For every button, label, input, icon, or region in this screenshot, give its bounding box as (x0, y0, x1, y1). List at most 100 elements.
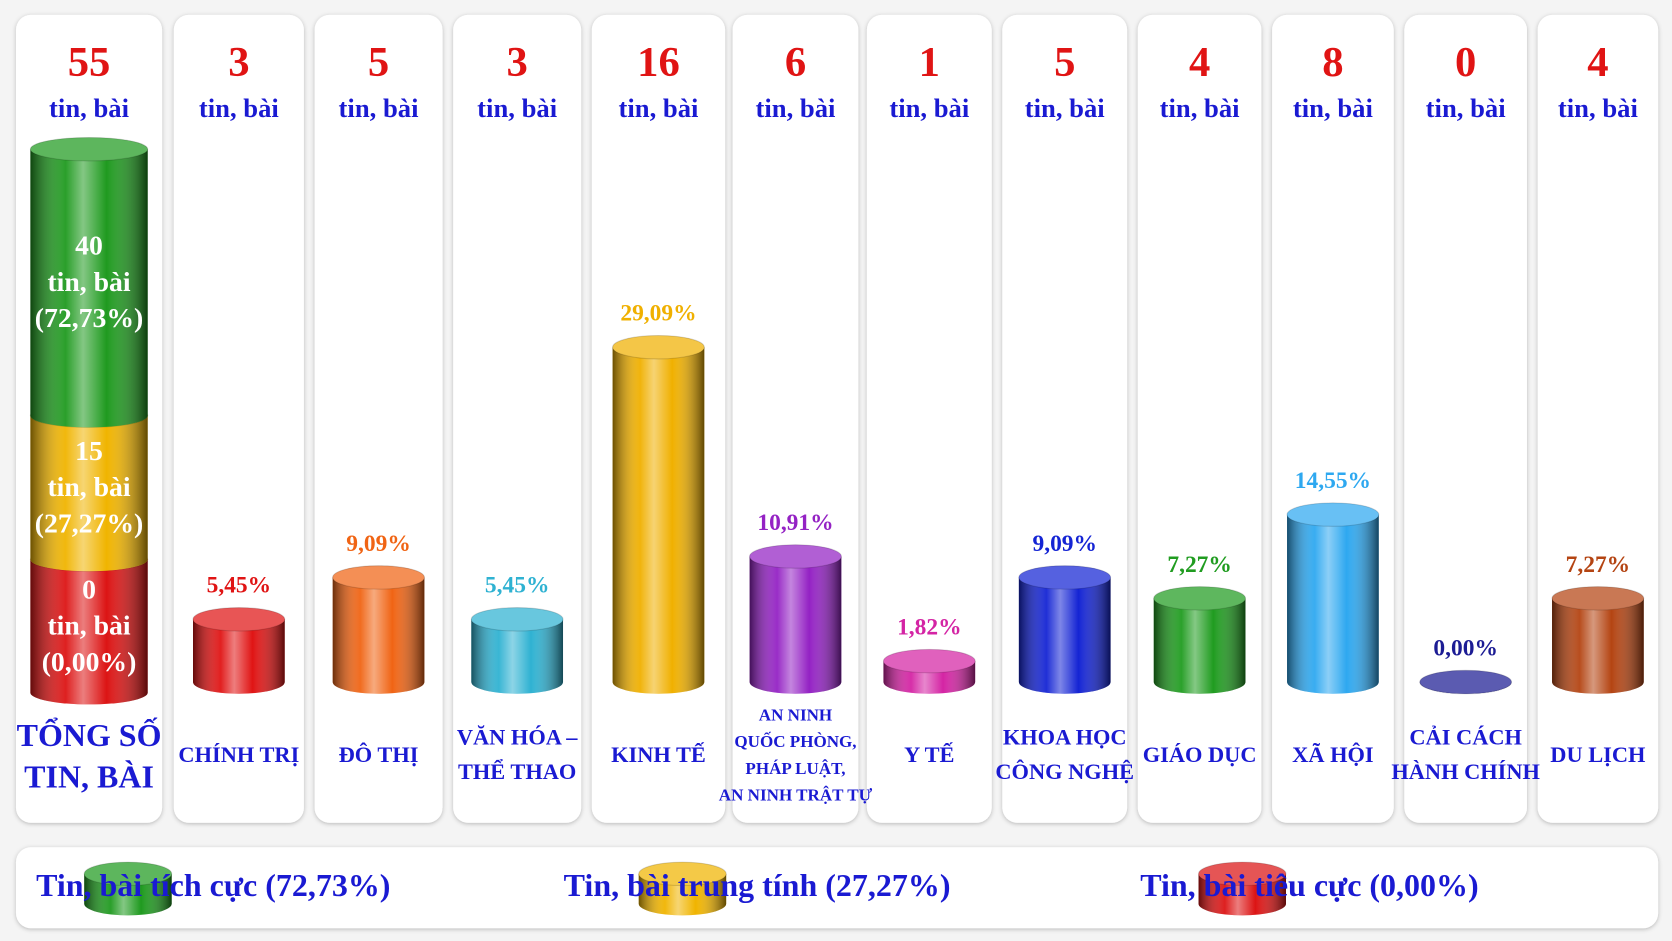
column-panel (1002, 14, 1128, 823)
bar-top (30, 137, 148, 161)
category-label: CÔNG NGHỆ (995, 758, 1134, 784)
bar-top-highlight (83, 861, 173, 887)
column-panel (1537, 14, 1659, 823)
unit: tin, bài (199, 93, 280, 123)
bar-top-highlight (749, 544, 842, 569)
bar-shade (30, 559, 148, 705)
total-unit: tin, bài (49, 93, 130, 123)
bar-top (612, 335, 705, 359)
category-label: AN NINH TRẬT TỰ (719, 786, 873, 805)
legend-label: Tin, bài trung tính (27,27%) (564, 868, 951, 903)
value-label: 10,91% (757, 510, 833, 536)
bar-shade (193, 619, 285, 694)
count: 1 (919, 39, 940, 86)
count: 0 (1455, 39, 1476, 86)
category-label: XÃ HỘI (1292, 742, 1373, 767)
total-label: TỔNG SỐ (17, 717, 162, 753)
count: 4 (1587, 39, 1608, 86)
value-label: 9,09% (346, 531, 410, 557)
bar-top-highlight (638, 861, 727, 887)
legend-label: Tin, bài tích cực (72,73%) (36, 868, 390, 903)
value-label: 0,00% (1433, 635, 1497, 661)
bar-top (193, 607, 285, 632)
legend-label: Tin, bài tiêu cực (0,00%) (1140, 868, 1478, 903)
category-label: HÀNH CHÍNH (1391, 759, 1540, 784)
bar-shade (84, 873, 172, 916)
segment-count: 40 (75, 230, 103, 261)
category-label: PHÁP LUẬT, (745, 759, 845, 778)
column-panel (1272, 14, 1394, 823)
bar-top-highlight (192, 607, 286, 632)
category-label: GIÁO DỤC (1143, 742, 1257, 767)
unit: tin, bài (1558, 93, 1639, 123)
count: 3 (228, 39, 249, 86)
bar-top (1198, 862, 1286, 886)
column-panel (732, 14, 859, 823)
bar-shade (1552, 598, 1644, 694)
column-panel (866, 14, 992, 823)
bar-top-highlight (612, 334, 705, 360)
segment-count: 15 (75, 435, 103, 466)
bar-top-highlight (1551, 586, 1645, 611)
unit: tin, bài (755, 93, 836, 123)
unit: tin, bài (1025, 93, 1106, 123)
count: 5 (1054, 39, 1075, 86)
bar-top (332, 565, 425, 590)
count: 3 (507, 39, 528, 86)
bar-top-highlight (1153, 586, 1247, 611)
column-panel (1137, 14, 1262, 823)
bar-top-highlight (1018, 565, 1112, 590)
bar-shade (749, 556, 842, 694)
bar-top (749, 544, 842, 569)
count: 8 (1322, 39, 1343, 86)
bar-top-highlight (1198, 861, 1287, 887)
count: 4 (1189, 39, 1210, 86)
category-label: QUỐC PHÒNG, (734, 731, 856, 751)
category-label: KHOA HỌC (1003, 725, 1127, 750)
total-count: 55 (68, 39, 111, 86)
bar-top (1287, 502, 1379, 527)
bar-shade (30, 149, 148, 428)
value-label: 29,09% (620, 301, 696, 327)
category-label: AN NINH (759, 706, 832, 725)
count: 5 (368, 39, 389, 86)
total-label: TIN, BÀI (24, 759, 154, 794)
segment-unit: tin, bài (47, 471, 130, 502)
unit: tin, bài (889, 93, 970, 123)
unit: tin, bài (1160, 93, 1241, 123)
count: 16 (637, 39, 680, 86)
bar-shade (1287, 514, 1379, 694)
segment-unit: tin, bài (47, 610, 130, 641)
value-label: 7,27% (1566, 552, 1630, 578)
bar-shade (1153, 598, 1246, 694)
bar-top-highlight (29, 136, 149, 162)
bar-top (471, 607, 564, 632)
category-label: DU LỊCH (1550, 742, 1646, 767)
segment-percent: (27,27%) (35, 507, 144, 538)
bar-top (1153, 586, 1246, 611)
value-label: 14,55% (1295, 468, 1371, 494)
unit: tin, bài (618, 93, 699, 123)
column-panel (453, 14, 582, 823)
segment-percent: (0,00%) (42, 646, 137, 677)
unit: tin, bài (1293, 93, 1374, 123)
bar-top-highlight (882, 648, 976, 674)
bar-shade (1018, 577, 1111, 694)
bar-shade (30, 415, 148, 572)
segment-count: 0 (82, 573, 96, 604)
category-label: ĐÔ THỊ (339, 741, 419, 767)
count: 6 (785, 39, 806, 86)
value-label: 5,45% (207, 573, 271, 599)
unit: tin, bài (339, 93, 420, 123)
bar-top-highlight (1419, 669, 1513, 695)
column-panel (314, 14, 443, 823)
category-label: CẢI CÁCH (1409, 725, 1522, 750)
category-label: THỂ THAO (458, 758, 576, 784)
bar-top-highlight (470, 607, 564, 632)
bar-top-highlight (1286, 502, 1380, 527)
value-label: 1,82% (897, 615, 961, 641)
value-label: 9,09% (1032, 531, 1096, 557)
value-label: 5,45% (485, 573, 549, 599)
column-panel (173, 14, 304, 823)
